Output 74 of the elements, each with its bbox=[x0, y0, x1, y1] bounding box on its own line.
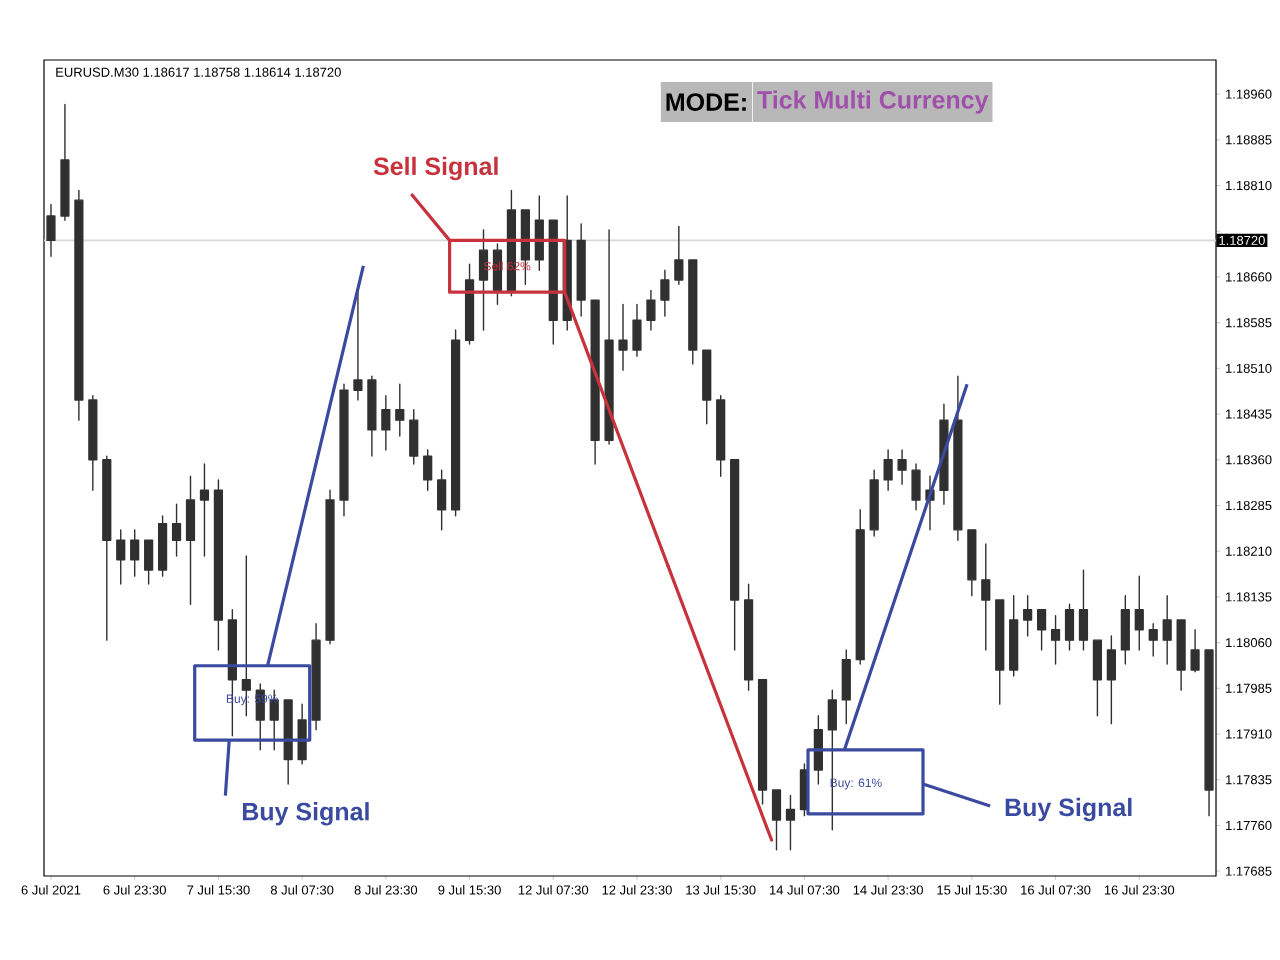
candlestick bbox=[1064, 603, 1075, 651]
candlestick bbox=[1050, 615, 1061, 665]
candlestick bbox=[1134, 575, 1144, 651]
annotation: Buy Signal bbox=[242, 802, 369, 826]
candlestick bbox=[716, 395, 726, 477]
candlestick bbox=[451, 329, 461, 517]
candlestick bbox=[171, 503, 182, 557]
candlestick bbox=[1120, 594, 1130, 665]
candlestick bbox=[353, 289, 363, 401]
candlestick bbox=[381, 395, 391, 451]
candlestick bbox=[1009, 594, 1019, 677]
candlestick bbox=[325, 489, 335, 645]
candlestick bbox=[702, 349, 712, 425]
candlestick bbox=[297, 703, 307, 765]
candlestick bbox=[283, 699, 293, 785]
candlestick bbox=[953, 375, 963, 541]
candlestick bbox=[674, 225, 684, 285]
candlestick bbox=[102, 455, 112, 641]
candlestick bbox=[813, 715, 823, 785]
annotation: Sell Signal bbox=[373, 156, 498, 181]
candlestick bbox=[423, 449, 433, 491]
candlestick bbox=[576, 223, 586, 317]
candlestick bbox=[590, 299, 600, 465]
candlestick bbox=[1092, 639, 1103, 717]
candlestick bbox=[841, 649, 851, 725]
candlestick bbox=[883, 449, 893, 491]
candlestick bbox=[1176, 619, 1186, 691]
candlestick bbox=[757, 679, 768, 805]
annotation: MODE: bbox=[666, 93, 746, 111]
candlestick bbox=[618, 303, 628, 371]
candlestick bbox=[967, 529, 977, 597]
annotation: Buy Signal bbox=[1005, 797, 1132, 822]
candlestick bbox=[1148, 623, 1158, 657]
candlestick bbox=[339, 383, 349, 517]
candlestick bbox=[743, 583, 754, 691]
candlestick bbox=[771, 789, 782, 851]
candlestick bbox=[395, 383, 405, 437]
candlestick bbox=[1036, 608, 1047, 651]
candlestick bbox=[869, 469, 879, 537]
candlestick bbox=[785, 794, 796, 851]
candlestick bbox=[1023, 594, 1033, 637]
candlestick bbox=[130, 529, 140, 577]
candlestick bbox=[60, 103, 70, 221]
candlestick bbox=[1162, 594, 1172, 665]
candlestick bbox=[855, 509, 865, 665]
candlestick bbox=[995, 599, 1005, 705]
candlestick bbox=[981, 543, 991, 651]
candlestick bbox=[213, 479, 224, 651]
candlestick bbox=[74, 189, 84, 421]
candlestick bbox=[157, 515, 168, 577]
candlestick bbox=[1106, 635, 1116, 725]
candlestick bbox=[144, 539, 154, 585]
candlestick bbox=[548, 219, 558, 345]
candlestick bbox=[897, 449, 907, 485]
candlestick bbox=[911, 463, 921, 511]
candlestick bbox=[1190, 629, 1200, 673]
candlestick bbox=[46, 203, 56, 257]
candlestick bbox=[660, 269, 670, 317]
candlestick bbox=[311, 623, 321, 731]
annotation: Tick Multi Currency bbox=[757, 90, 989, 114]
candlestick bbox=[1078, 569, 1089, 651]
candlestick bbox=[1204, 649, 1214, 817]
candlestick bbox=[646, 289, 656, 331]
candlestick bbox=[367, 375, 377, 457]
candlestick bbox=[185, 475, 196, 605]
candlestick bbox=[604, 229, 614, 445]
candlestick bbox=[409, 409, 419, 465]
candlestick bbox=[688, 259, 698, 365]
candlestick bbox=[116, 529, 126, 585]
candlestick bbox=[88, 395, 98, 491]
candlestick bbox=[437, 469, 447, 531]
candlestick bbox=[632, 303, 642, 357]
candlestick bbox=[464, 263, 475, 345]
candlestick bbox=[730, 459, 740, 651]
